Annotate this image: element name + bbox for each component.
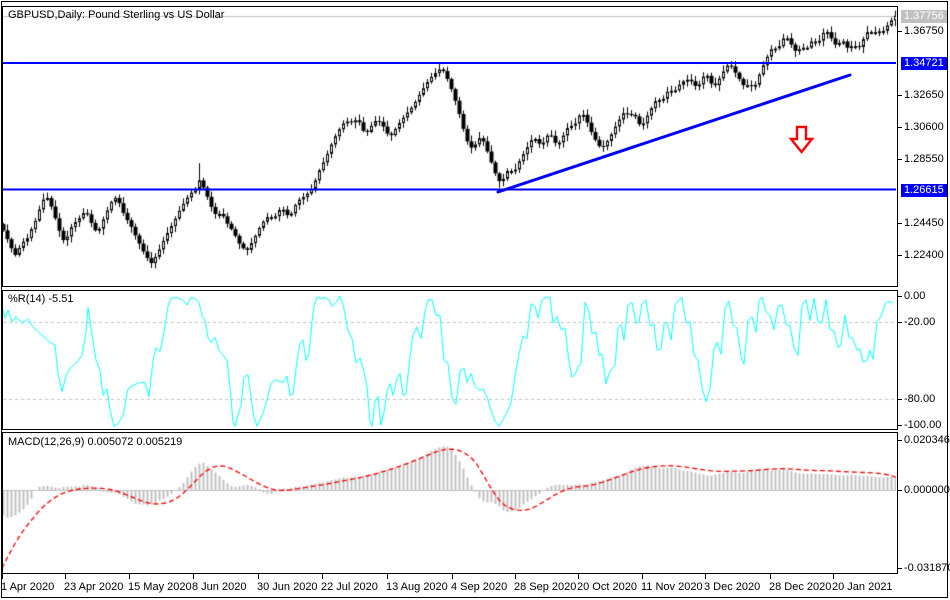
macd-indicator-name: MACD(12,26,9) <box>8 436 85 448</box>
wpr-tick-label: -80.00 <box>904 393 936 405</box>
date-label: 13 Aug 2020 <box>386 581 448 593</box>
macd-tick <box>897 490 902 491</box>
wpr-tick <box>897 322 902 323</box>
macd-tick-label: -0.031870 <box>904 562 950 574</box>
date-tick <box>129 574 130 579</box>
price-tick-label: 1.22400 <box>904 249 944 261</box>
date-tick <box>193 574 194 579</box>
macd-label: MACD(12,26,9) 0.005072 0.005219 <box>8 436 182 448</box>
wpr-indicator-value: -5.51 <box>48 293 74 305</box>
price-tick <box>897 95 902 96</box>
date-tick <box>705 574 706 579</box>
down-arrow-annotation[interactable] <box>788 125 815 154</box>
date-label: 22 Jul 2020 <box>321 581 378 593</box>
date-label: 3 Dec 2020 <box>704 581 761 593</box>
date-label: 4 Sep 2020 <box>451 581 508 593</box>
date-tick <box>387 574 388 579</box>
date-tick <box>770 574 771 579</box>
wpr-tick-label: -20.00 <box>904 316 936 328</box>
date-label: 30 Jun 2020 <box>257 581 318 593</box>
date-tick <box>833 574 834 579</box>
date-label: 15 May 2020 <box>128 581 192 593</box>
chart-title: GBPUSD,Daily: Pound Sterling vs US Dolla… <box>8 9 225 21</box>
wpr-label: %R(14) -5.51 <box>8 293 73 305</box>
date-tick <box>578 574 579 579</box>
date-tick <box>65 574 66 579</box>
date-label: 20 Jan 2021 <box>832 581 893 593</box>
wpr-tick <box>897 399 902 400</box>
price-tick-label: 1.28550 <box>904 153 944 165</box>
wpr-tick-label: 0.00 <box>904 290 926 302</box>
wpr-tick-label: -100.00 <box>904 419 942 431</box>
wpr-tick <box>897 296 902 297</box>
price-tick <box>897 127 902 128</box>
date-tick <box>2 574 3 579</box>
price-tick-label: 1.24450 <box>904 217 944 229</box>
date-label: 28 Dec 2020 <box>769 581 832 593</box>
wpr-tick <box>897 425 902 426</box>
macd-tick-label: 0.020346 <box>904 434 950 446</box>
macd-tick-label: 0.000000 <box>904 484 950 496</box>
macd-tick <box>897 440 902 441</box>
date-label: 8 Jun 2020 <box>192 581 247 593</box>
price-tick-label: 1.32650 <box>904 89 944 101</box>
price-tick <box>897 255 902 256</box>
price-tick <box>897 159 902 160</box>
date-tick <box>452 574 453 579</box>
date-tick <box>258 574 259 579</box>
date-label: 1 Apr 2020 <box>1 581 55 593</box>
macd-indicator-panel <box>2 432 898 574</box>
main-price-panel <box>2 6 898 287</box>
current-price-badge: 1.37756 <box>901 10 947 23</box>
level-price-badge: 1.34721 <box>901 57 947 70</box>
date-tick <box>515 574 516 579</box>
level-price-badge: 1.26615 <box>901 184 947 197</box>
macd-tick <box>897 568 902 569</box>
date-tick <box>642 574 643 579</box>
date-label: 23 Apr 2020 <box>64 581 124 593</box>
date-label: 20 Oct 2020 <box>577 581 637 593</box>
date-label: 28 Sep 2020 <box>514 581 577 593</box>
macd-indicator-values: 0.005072 0.005219 <box>87 436 183 448</box>
ascending-trendline[interactable] <box>496 73 852 194</box>
wpr-indicator-panel <box>2 290 898 430</box>
price-tick-label: 1.30600 <box>904 121 944 133</box>
price-tick-label: 1.36750 <box>904 25 944 37</box>
price-tick <box>897 31 902 32</box>
date-tick <box>322 574 323 579</box>
date-label: 11 Nov 2020 <box>641 581 703 593</box>
wpr-indicator-name: %R(14) <box>8 293 46 305</box>
price-tick <box>897 223 902 224</box>
